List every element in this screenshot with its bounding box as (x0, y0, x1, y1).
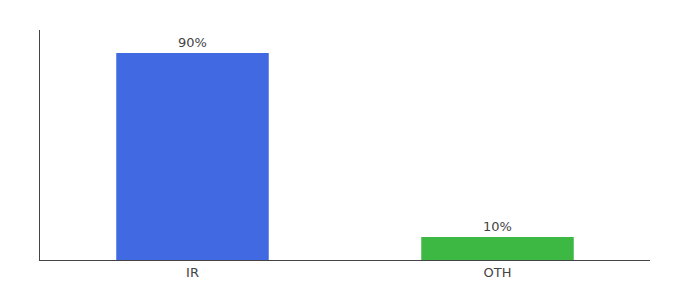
svg-text:90%: 90% (178, 35, 207, 50)
svg-text:OTH: OTH (484, 265, 512, 280)
svg-text:IR: IR (186, 265, 199, 280)
svg-text:10%: 10% (483, 219, 512, 234)
